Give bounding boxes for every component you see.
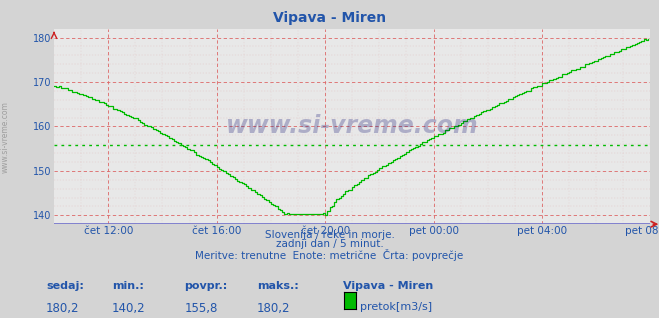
Text: Meritve: trenutne  Enote: metrične  Črta: povprečje: Meritve: trenutne Enote: metrične Črta: …	[195, 249, 464, 261]
Text: min.:: min.:	[112, 281, 144, 291]
Text: maks.:: maks.:	[257, 281, 299, 291]
Text: zadnji dan / 5 minut.: zadnji dan / 5 minut.	[275, 239, 384, 249]
Text: 180,2: 180,2	[257, 302, 291, 315]
Text: www.si-vreme.com: www.si-vreme.com	[1, 101, 10, 173]
Text: Vipava - Miren: Vipava - Miren	[343, 281, 433, 291]
Text: 140,2: 140,2	[112, 302, 146, 315]
Text: sedaj:: sedaj:	[46, 281, 84, 291]
Text: Slovenija / reke in morje.: Slovenija / reke in morje.	[264, 230, 395, 239]
Text: povpr.:: povpr.:	[185, 281, 228, 291]
Text: 155,8: 155,8	[185, 302, 218, 315]
Text: www.si-vreme.com: www.si-vreme.com	[226, 114, 478, 138]
Text: pretok[m3/s]: pretok[m3/s]	[360, 302, 432, 312]
Text: 180,2: 180,2	[46, 302, 80, 315]
Text: Vipava - Miren: Vipava - Miren	[273, 11, 386, 25]
